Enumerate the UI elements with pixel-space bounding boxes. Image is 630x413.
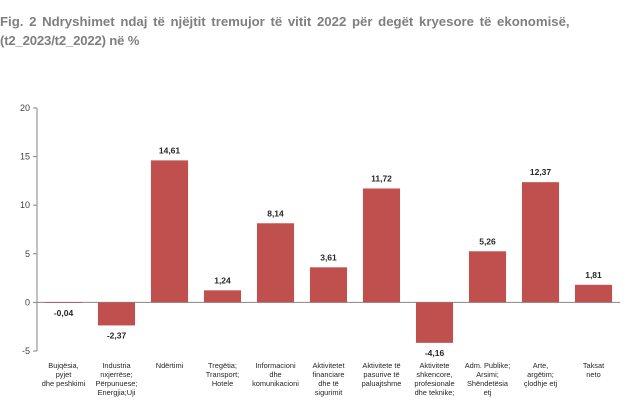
bar: [256, 223, 295, 303]
bar: [44, 302, 83, 303]
bar: [97, 302, 136, 326]
y-tick-label: 5: [25, 249, 30, 259]
bar: [150, 160, 189, 303]
y-tick-label: 15: [20, 152, 30, 162]
chart-title-line2: (t2_2023/t2_2022) në %: [0, 33, 140, 48]
bar: [574, 284, 613, 303]
x-tick-label: Tregëtia; Transport; Hotele: [206, 361, 239, 388]
bar: [415, 302, 454, 343]
data-label: 3,61: [320, 252, 337, 262]
x-tick-label: Bujqësia, pyjet dhe peshkimi: [42, 361, 86, 388]
x-tick-label: Industria nxjerrëse; Përpunuese; Energjia;U…: [96, 361, 138, 397]
x-tick-label: Aktivitete shkencore, profesionale dhe tekn…: [414, 361, 454, 397]
y-tick-label: 20: [20, 103, 30, 113]
x-tick-label: Ndërtimi: [156, 361, 184, 370]
x-tick-label: Aktivitete të pasurive të paluajtshme: [362, 361, 402, 388]
x-tick-label: Aktivitetet financiare dhe të sigurimit: [312, 361, 344, 397]
x-tick-label: Arte, argëtim; çlodhje etj: [524, 361, 558, 388]
x-tick-label: Taksat neto: [583, 361, 604, 379]
data-label: -4,16: [425, 348, 445, 358]
data-label: 12,37: [530, 167, 552, 177]
chart-title-line1: Fig. 2 Ndryshimet ndaj të njëjtit tremuj…: [0, 14, 570, 29]
x-tick-label: Informacioni dhe komunikacioni: [252, 361, 299, 388]
x-tick-label: Adm. Publike; Arsimi; Shëndetësia etj: [465, 361, 511, 397]
y-tick-label: 10: [20, 200, 30, 210]
data-label: 1,24: [214, 275, 231, 285]
data-label: -2,37: [107, 330, 127, 340]
data-label: 14,61: [159, 145, 181, 155]
data-label: 1,81: [585, 270, 602, 280]
bar: [468, 251, 507, 303]
bar: [521, 182, 560, 303]
data-label: 8,14: [267, 208, 284, 218]
data-label: 5,26: [479, 236, 496, 246]
bar: [203, 290, 242, 303]
y-tick-label: 0: [25, 297, 30, 307]
bar: [362, 188, 401, 303]
bar: [309, 267, 348, 303]
data-label: -0,04: [54, 308, 74, 318]
y-tick-label: -5: [22, 346, 30, 356]
data-label: 11,72: [371, 173, 392, 183]
chart-title: Fig. 2 Ndryshimet ndaj të njëjtit tremuj…: [0, 12, 630, 50]
